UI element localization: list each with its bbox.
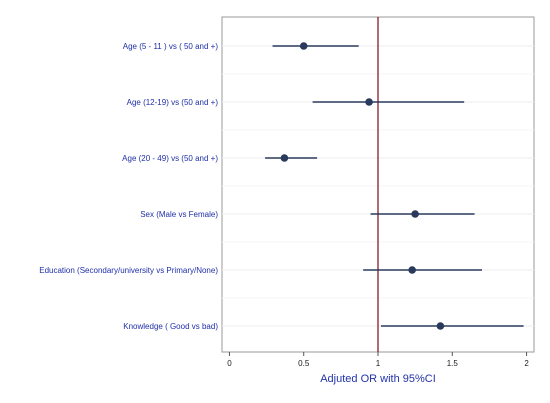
x-axis-title: Adjuted OR with 95%CI — [320, 373, 436, 385]
estimate-row: Age (12-19) vs (50 and +) — [127, 98, 465, 107]
estimate-row: Age (20 - 49) vs (50 and +) — [122, 154, 318, 163]
x-tick-label: 0 — [227, 359, 232, 368]
row-label: Age (20 - 49) vs (50 and +) — [122, 154, 218, 163]
or-point — [436, 322, 445, 330]
or-point — [365, 98, 373, 106]
or-point — [408, 266, 416, 274]
row-label: Knowledge ( Good vs bad) — [123, 322, 218, 331]
estimate-row: Knowledge ( Good vs bad) — [123, 322, 524, 331]
x-tick-label: 0.5 — [298, 359, 310, 368]
or-point — [299, 42, 308, 50]
row-label: Education (Secondary/university vs Prima… — [39, 266, 218, 275]
x-tick-label: 1.5 — [447, 359, 459, 368]
row-label: Sex (Male vs Female) — [140, 210, 218, 219]
estimate-row: Sex (Male vs Female) — [140, 210, 475, 219]
estimate-rows: Age (5 - 11 ) vs ( 50 and +) Age (12-19) … — [39, 42, 524, 331]
estimate-row: Education (Secondary/university vs Prima… — [39, 266, 482, 275]
x-tick-label: 2 — [524, 359, 529, 368]
or-point — [411, 210, 419, 218]
x-tick-label: 1 — [376, 359, 381, 368]
or-point — [280, 154, 289, 162]
estimate-row: Age (5 - 11 ) vs ( 50 and +) — [123, 42, 359, 51]
x-axis-ticks: 0 0.5 1 1.5 2 — [227, 352, 529, 368]
row-label: Age (12-19) vs (50 and +) — [127, 98, 219, 107]
row-label: Age (5 - 11 ) vs ( 50 and +) — [123, 42, 219, 51]
